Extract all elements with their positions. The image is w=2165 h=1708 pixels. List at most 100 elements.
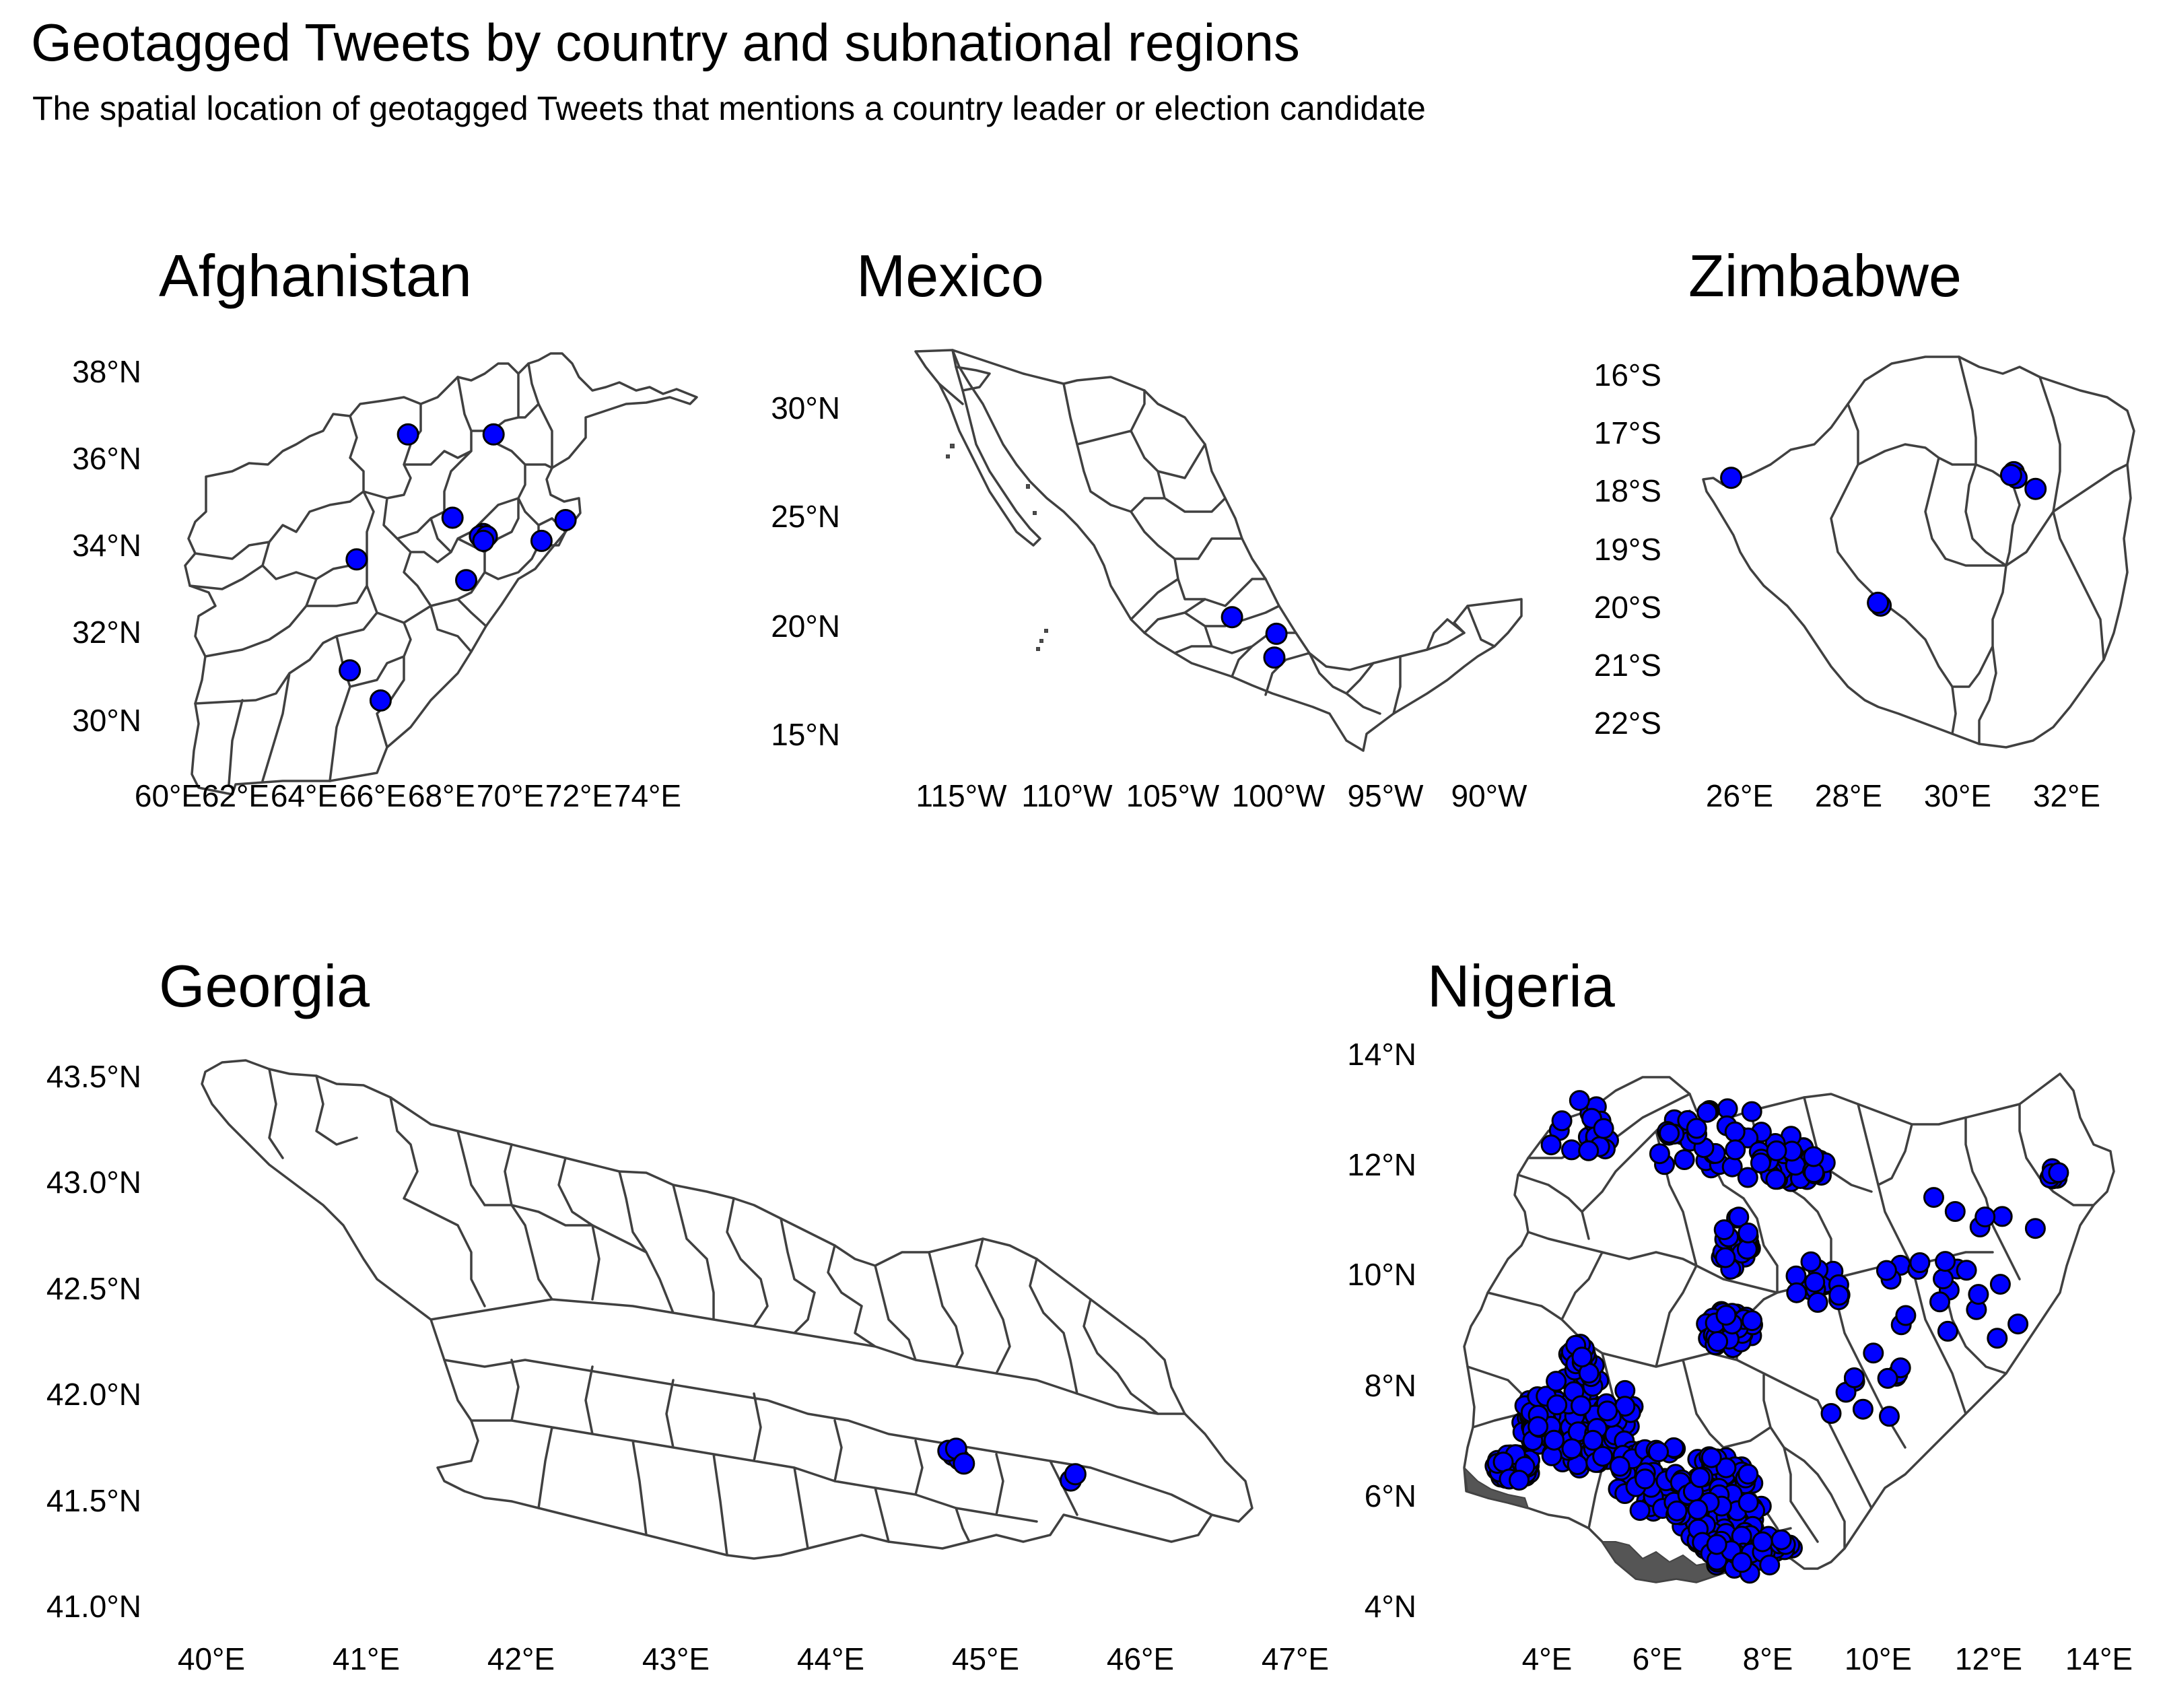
zimbabwe-y-tick: 22°S — [1594, 706, 1661, 741]
tweet-point — [1771, 1529, 1792, 1550]
afghanistan-x-tick: 74°E — [614, 778, 681, 813]
afghanistan-tweet-points — [339, 423, 577, 712]
tweet-point — [1592, 1445, 1614, 1467]
tweet-point — [455, 569, 477, 592]
mexico-panel: Mexico 30°N 25°N 20°N 15°N 115°W 110°W 1… — [771, 242, 1527, 813]
tweet-point — [2007, 1313, 2029, 1335]
mexico-x-tick: 100°W — [1232, 778, 1326, 813]
mexico-islands — [946, 444, 1048, 651]
georgia-x-tick: 42°E — [487, 1641, 555, 1676]
afghanistan-x-tick: 62°E — [202, 778, 269, 813]
tweet-point — [1786, 1282, 1808, 1303]
tweet-point — [1991, 1206, 2013, 1227]
figure-subtitle: The spatial location of geotagged Tweets… — [32, 90, 1426, 127]
tweet-point — [1582, 1429, 1604, 1451]
zimbabwe-tweet-points — [1720, 460, 2047, 617]
mexico-title: Mexico — [856, 242, 1044, 309]
tweet-point — [1731, 1552, 1752, 1573]
tweet-point — [1593, 1118, 1614, 1139]
tweet-point — [1720, 467, 1743, 489]
tweet-point — [1807, 1292, 1828, 1313]
georgia-x-tick: 40°E — [178, 1641, 245, 1676]
nigeria-lagoon-coast — [1463, 1466, 1530, 1509]
afghanistan-axes: 38°N 36°N 34°N 32°N 30°N 60°E 62°E 64°E … — [72, 354, 681, 813]
zimbabwe-y-tick: 21°S — [1594, 648, 1661, 683]
tweet-point — [1561, 1438, 1583, 1460]
mexico-mainland-outline — [951, 349, 1523, 752]
georgia-x-tick: 45°E — [952, 1641, 1019, 1676]
zimbabwe-y-tick: 18°S — [1594, 473, 1661, 508]
afghanistan-x-tick: 68°E — [408, 778, 475, 813]
mexico-y-tick: 15°N — [771, 717, 840, 752]
tweet-point — [482, 423, 505, 446]
zimbabwe-title: Zimbabwe — [1688, 242, 1962, 309]
zimbabwe-y-tick: 20°S — [1594, 590, 1661, 625]
tweet-point — [1738, 1492, 1759, 1513]
tweet-point — [1571, 1346, 1593, 1368]
nigeria-y-tick: 10°N — [1347, 1257, 1416, 1292]
nigeria-y-tick: 6°N — [1365, 1478, 1416, 1513]
afghanistan-y-tick: 32°N — [72, 615, 141, 650]
tweet-point — [441, 506, 464, 529]
tweet-point — [2024, 477, 2047, 500]
tweet-point — [1803, 1146, 1824, 1167]
georgia-x-tick: 41°E — [333, 1641, 400, 1676]
georgia-axes: 43.5°N 43.0°N 42.5°N 42.0°N 41.5°N 41.0°… — [46, 1059, 1329, 1676]
tweet-point — [2048, 1162, 2069, 1184]
zimbabwe-y-tick: 16°S — [1594, 357, 1661, 392]
tweet-point — [1509, 1470, 1530, 1491]
tweet-point — [1944, 1201, 1966, 1222]
tweet-point — [1724, 1121, 1746, 1142]
tweet-point — [1706, 1534, 1727, 1555]
tweet-point — [1597, 1400, 1618, 1422]
tweet-point — [953, 1452, 975, 1475]
nigeria-y-tick: 12°N — [1347, 1147, 1416, 1182]
afghanistan-y-tick: 34°N — [72, 528, 141, 563]
georgia-y-tick: 41.0°N — [46, 1589, 141, 1624]
tweet-point — [397, 423, 419, 446]
tweet-point — [1923, 1187, 1944, 1208]
mexico-x-tick: 105°W — [1126, 778, 1220, 813]
zimbabwe-x-tick: 32°E — [2033, 778, 2100, 813]
nigeria-x-tick: 6°E — [1633, 1641, 1683, 1676]
afghanistan-y-tick: 30°N — [72, 703, 141, 738]
nigeria-y-tick: 14°N — [1347, 1037, 1416, 1072]
mexico-tweet-points — [1221, 606, 1288, 669]
tweet-point — [1707, 1331, 1729, 1353]
afghanistan-panel: Afghanistan 38°N 36°N 34°N 32°N 30°N 60°… — [72, 242, 698, 813]
tweet-point — [1715, 1457, 1737, 1478]
tweet-point — [1263, 646, 1286, 669]
tweet-point — [1713, 1219, 1735, 1241]
tweet-point — [1804, 1272, 1826, 1293]
tweet-point — [1666, 1500, 1688, 1522]
tweet-point — [1717, 1098, 1738, 1120]
tweet-point — [1265, 622, 1288, 645]
tweet-point — [1867, 591, 1890, 614]
tweet-point — [1609, 1456, 1630, 1477]
georgia-outline — [201, 1059, 1253, 1560]
tweet-point — [1546, 1394, 1568, 1416]
tweet-point — [1629, 1500, 1651, 1522]
nigeria-x-tick: 8°E — [1743, 1641, 1793, 1676]
tweet-point — [1540, 1134, 1562, 1156]
tweet-point — [1546, 1371, 1567, 1392]
georgia-title: Georgia — [159, 953, 370, 1019]
nigeria-panel: Nigeria 14°N 12°N 10°N 8°N 6°N 4°N 4°E 6… — [1347, 953, 2133, 1676]
zimbabwe-outline — [1702, 355, 2135, 749]
zimbabwe-y-tick: 19°S — [1594, 532, 1661, 567]
tweet-point — [1877, 1367, 1898, 1389]
tweet-point — [1492, 1451, 1514, 1473]
afghanistan-x-tick: 64°E — [271, 778, 338, 813]
tweet-point — [1800, 1251, 1822, 1272]
tweet-point — [1578, 1140, 1600, 1161]
zimbabwe-y-tick: 17°S — [1594, 415, 1661, 450]
tweet-point — [472, 529, 495, 552]
georgia-tweet-points — [937, 1437, 1087, 1492]
mexico-y-tick: 20°N — [771, 609, 840, 644]
afghanistan-x-tick: 72°E — [545, 778, 613, 813]
zimbabwe-provinces — [1830, 355, 2129, 745]
georgia-x-tick: 44°E — [797, 1641, 864, 1676]
afghanistan-y-tick: 36°N — [72, 441, 141, 476]
mexico-x-tick: 95°W — [1348, 778, 1424, 813]
georgia-x-tick: 46°E — [1107, 1641, 1174, 1676]
